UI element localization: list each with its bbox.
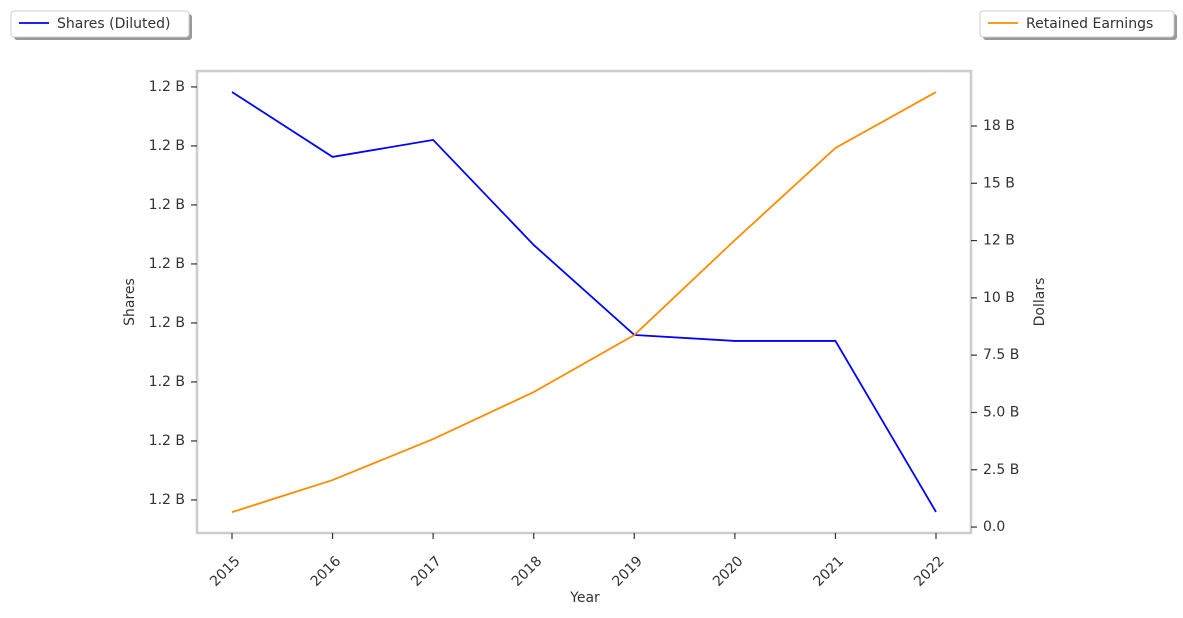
y-axis-label: Shares <box>122 278 138 326</box>
y-tick-label: 1.2 B <box>149 433 185 449</box>
y2-tick-label: 2.5 B <box>983 462 1019 478</box>
y-tick-label: 1.2 B <box>149 315 185 331</box>
y2-axis-label: Dollars <box>1032 278 1048 327</box>
series-line <box>231 91 937 514</box>
y-tick-label: 1.2 B <box>149 374 185 390</box>
x-tick-label: 2021 <box>811 553 848 590</box>
y2-tick-label: 5.0 B <box>983 404 1019 420</box>
legend-box <box>979 10 1175 38</box>
x-tick-label: 2022 <box>911 553 948 590</box>
legend-label: Shares (Diluted) <box>57 16 171 32</box>
x-tick-label: 2018 <box>509 553 546 590</box>
y-tick-label: 1.2 B <box>149 197 185 213</box>
y2-tick-label: 15 B <box>983 175 1015 191</box>
x-tick-label: 2017 <box>408 553 445 590</box>
x-tick-label: 2016 <box>308 553 345 590</box>
x-tick-label: 2019 <box>609 553 646 590</box>
y-tick-label: 1.2 B <box>149 79 185 95</box>
y2-tick-label: 18 B <box>983 118 1015 134</box>
series-line <box>231 91 937 513</box>
legend-box <box>10 10 190 38</box>
y-tick-label: 1.2 B <box>149 138 185 154</box>
legend-label: Retained Earnings <box>1026 16 1153 32</box>
x-tick-label: 2020 <box>710 553 747 590</box>
x-axis-label: Year <box>569 590 600 606</box>
y2-tick-label: 0.0 <box>983 519 1005 535</box>
y2-tick-label: 7.5 B <box>983 347 1019 363</box>
y2-tick-label: 12 B <box>983 233 1015 249</box>
y2-tick-label: 10 B <box>983 290 1015 306</box>
y-tick-label: 1.2 B <box>149 492 185 508</box>
plot-frame <box>195 69 973 535</box>
x-tick-label: 2015 <box>207 553 244 590</box>
y-tick-label: 1.2 B <box>149 256 185 272</box>
